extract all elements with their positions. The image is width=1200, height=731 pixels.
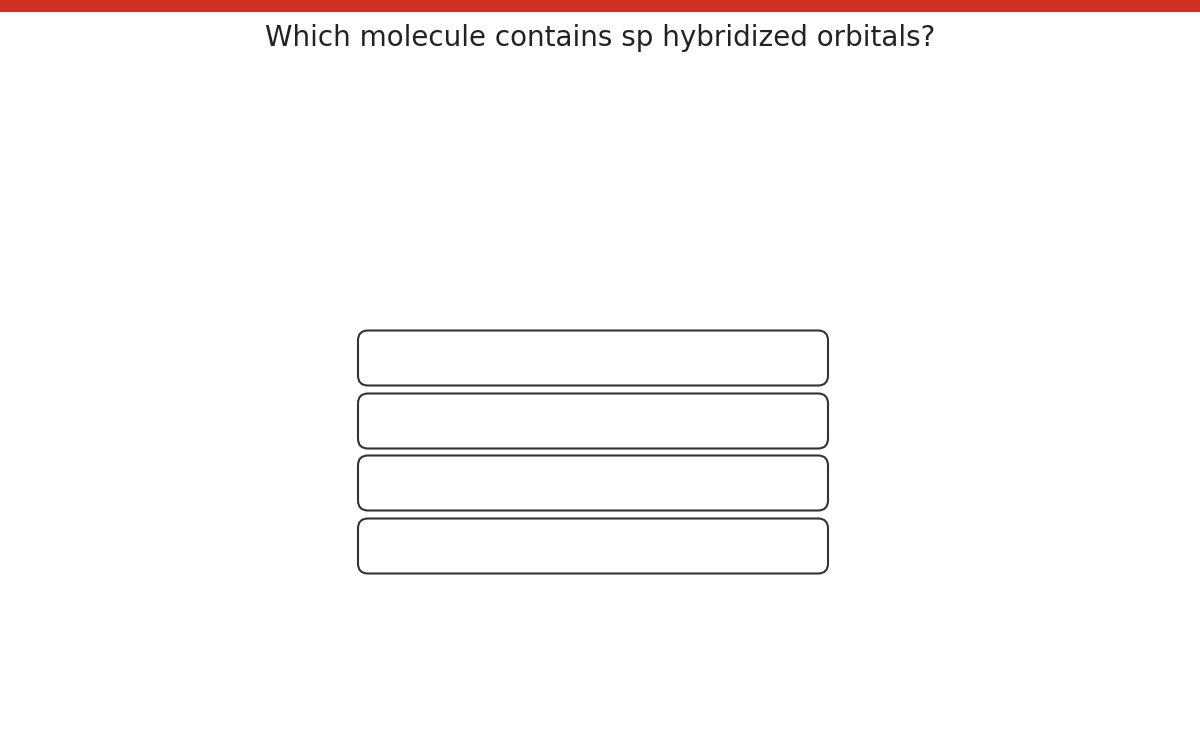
FancyBboxPatch shape [358,330,828,385]
FancyBboxPatch shape [358,518,828,574]
Bar [0,0,1200,12]
Text: 6: 6 [457,354,468,372]
Text: 4: 4 [458,479,469,497]
Text: C) C: C) C [380,471,430,495]
FancyBboxPatch shape [358,455,828,510]
Text: H: H [440,471,458,495]
FancyBboxPatch shape [358,393,828,449]
Text: 2: 2 [430,479,440,497]
Text: A) C: A) C [380,346,430,370]
Text: 3: 3 [431,542,442,560]
Text: 4: 4 [460,542,470,560]
Text: Which molecule contains sp hybridized orbitals?: Which molecule contains sp hybridized or… [265,24,935,52]
Text: D) C: D) C [380,534,431,558]
Text: H: H [440,346,457,370]
Text: H: H [442,534,460,558]
Text: 4: 4 [448,417,457,435]
Text: 2: 2 [430,354,440,372]
Text: B) CH: B) CH [380,409,448,433]
